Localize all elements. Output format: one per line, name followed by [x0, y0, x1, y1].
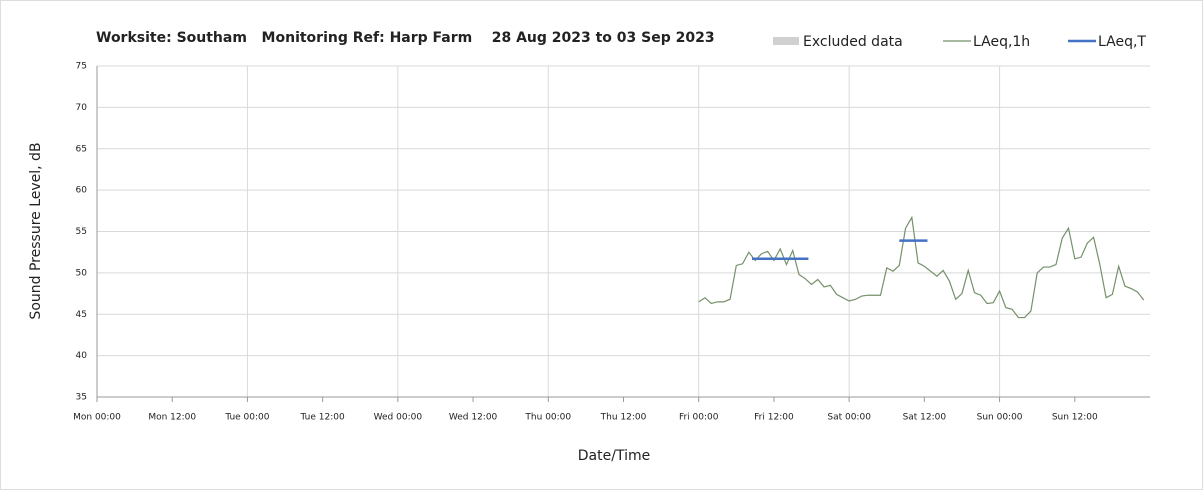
- y-tick-label: 70: [76, 103, 88, 113]
- y-tick-label: 55: [76, 227, 87, 237]
- legend-swatch: [773, 37, 799, 45]
- x-tick-label: Sat 00:00: [827, 413, 871, 423]
- y-tick-label: 35: [76, 393, 87, 403]
- chart-title: Worksite: Southam Monitoring Ref: Harp F…: [96, 30, 715, 46]
- legend-label: LAeq,T: [1098, 34, 1146, 50]
- x-tick-label: Tue 00:00: [224, 413, 269, 423]
- x-tick-label: Sat 12:00: [903, 413, 947, 423]
- x-tick-label: Wed 12:00: [449, 413, 498, 423]
- y-tick-label: 65: [76, 144, 87, 154]
- x-tick-label: Mon 00:00: [73, 413, 121, 423]
- x-tick-label: Sun 00:00: [977, 413, 1023, 423]
- x-tick-label: Sun 12:00: [1052, 413, 1098, 423]
- y-axis-label: Sound Pressure Level, dB: [28, 142, 44, 319]
- y-tick-label: 40: [76, 351, 88, 361]
- x-tick-label: Thu 12:00: [600, 413, 647, 423]
- x-axis-label: Date/Time: [578, 448, 650, 464]
- y-tick-label: 60: [76, 186, 88, 196]
- x-tick-label: Fri 00:00: [679, 413, 719, 423]
- y-tick-label: 50: [76, 268, 88, 278]
- y-tick-label: 45: [76, 310, 87, 320]
- y-tick-label: 75: [76, 62, 87, 72]
- x-tick-label: Wed 00:00: [374, 413, 423, 423]
- x-tick-label: Fri 12:00: [754, 413, 794, 423]
- legend-label: Excluded data: [803, 34, 903, 50]
- x-tick-label: Mon 12:00: [148, 413, 196, 423]
- x-tick-label: Tue 12:00: [300, 413, 345, 423]
- legend-label: LAeq,1h: [973, 34, 1030, 50]
- x-tick-label: Thu 00:00: [524, 413, 571, 423]
